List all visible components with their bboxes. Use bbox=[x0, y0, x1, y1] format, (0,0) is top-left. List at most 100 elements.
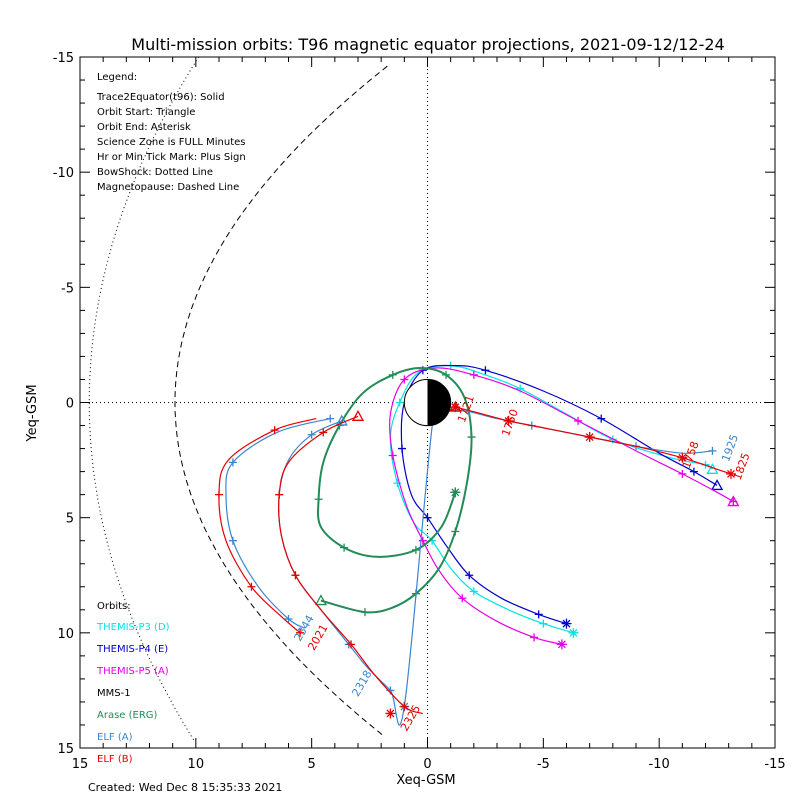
tick-mark bbox=[319, 428, 328, 437]
legend-line: BowShock: Dotted Line bbox=[97, 167, 213, 178]
legend-line: Orbit End: Asterisk bbox=[97, 122, 191, 133]
y-tick-label: -10 bbox=[53, 166, 74, 181]
tick-mark bbox=[481, 366, 490, 375]
tick-mark bbox=[215, 490, 223, 499]
orbit-end-marker bbox=[584, 432, 595, 443]
orbit-end-marker bbox=[725, 468, 736, 479]
tick-mark bbox=[291, 571, 300, 580]
tick-mark bbox=[423, 513, 432, 522]
legend-line: Trace2Equator(t96): Solid bbox=[96, 92, 225, 103]
orbit-start-marker bbox=[335, 414, 348, 426]
legend-header: Legend: bbox=[97, 72, 137, 83]
time-label: 1758 bbox=[680, 440, 702, 471]
orbit-end-marker bbox=[450, 487, 461, 498]
orbit-end-marker bbox=[503, 415, 514, 426]
x-tick-label: 10 bbox=[188, 757, 205, 772]
orbits-header: Orbits: bbox=[97, 601, 131, 612]
tick-mark bbox=[326, 414, 335, 423]
tick-mark bbox=[442, 370, 451, 379]
tick-mark bbox=[465, 571, 474, 580]
time-label: 1721 bbox=[455, 393, 477, 424]
orbit-legend-entry: THEMIS-P3 (D) bbox=[96, 622, 170, 633]
orbit-series bbox=[215, 361, 740, 726]
legend-line: Orbit Start: Triangle bbox=[97, 107, 195, 118]
orbit-end-marker bbox=[385, 708, 396, 719]
tick-mark bbox=[418, 536, 427, 545]
y-tick-label: -15 bbox=[53, 51, 74, 66]
earth-nightside bbox=[427, 379, 451, 426]
orbit-end-marker bbox=[450, 402, 461, 413]
y-tick-label: 0 bbox=[66, 397, 74, 412]
tick-mark bbox=[400, 375, 409, 384]
tick-mark bbox=[534, 610, 543, 619]
orbit-legend-entry: THEMIS-P4 (E) bbox=[96, 644, 168, 655]
y-tick-label: 15 bbox=[57, 742, 74, 757]
earth-icon bbox=[403, 378, 452, 427]
orbit-end-marker bbox=[556, 639, 567, 650]
tick-mark bbox=[574, 416, 583, 425]
tick-mark bbox=[296, 628, 305, 637]
tick-mark bbox=[228, 458, 237, 467]
orbit-legend-entry: Arase (ERG) bbox=[97, 710, 158, 721]
tick-mark bbox=[393, 479, 402, 488]
created-footer: Created: Wed Dec 8 15:35:33 2021 bbox=[88, 781, 282, 794]
orbit-end-marker bbox=[561, 618, 572, 629]
tick-mark bbox=[398, 444, 407, 453]
tick-mark bbox=[388, 370, 397, 379]
tick-mark bbox=[275, 490, 284, 499]
tick-mark bbox=[411, 545, 420, 554]
time-label: 2318 bbox=[349, 668, 374, 699]
reference-lines bbox=[80, 56, 775, 748]
legend-line: Science Zone is FULL Minutes bbox=[97, 137, 246, 148]
tick-mark bbox=[539, 619, 548, 628]
tick-mark bbox=[340, 543, 349, 552]
orbit-end-marker bbox=[677, 452, 688, 463]
y-tick-label: 10 bbox=[57, 627, 74, 642]
orbit-start-marker bbox=[449, 400, 462, 412]
tick-mark bbox=[597, 414, 606, 423]
tick-mark bbox=[314, 495, 323, 504]
series-2 bbox=[388, 367, 740, 650]
tick-mark bbox=[270, 426, 279, 435]
x-tick-label: 15 bbox=[72, 757, 89, 772]
orbit-legend-entry: ELF (B) bbox=[97, 754, 133, 765]
tick-mark bbox=[360, 608, 369, 617]
tick-mark bbox=[678, 469, 687, 478]
x-tick-label: 0 bbox=[423, 757, 431, 772]
series-4 bbox=[314, 366, 476, 617]
x-tick-label: -10 bbox=[649, 757, 670, 772]
tick-mark bbox=[388, 451, 397, 460]
tick-mark bbox=[689, 467, 698, 476]
orbit-legend-entry: MMS-1 bbox=[97, 688, 131, 699]
tick-mark bbox=[469, 587, 478, 596]
orbit-line bbox=[388, 367, 734, 645]
x-tick-label: -5 bbox=[537, 757, 550, 772]
tick-mark bbox=[347, 640, 356, 649]
tick-mark bbox=[307, 430, 316, 439]
tick-mark bbox=[451, 527, 460, 536]
x-tick-label: 5 bbox=[308, 757, 316, 772]
x-tick-labels: 15 10 5 0 -5 -10 -15 bbox=[72, 757, 786, 772]
tick-mark bbox=[400, 702, 409, 711]
magnetopause-line bbox=[174, 65, 388, 737]
tick-mark bbox=[228, 536, 237, 545]
orbit-line bbox=[317, 366, 473, 614]
tick-mark bbox=[530, 633, 539, 642]
y-tick-label: -5 bbox=[61, 281, 74, 296]
tick-mark bbox=[458, 594, 467, 603]
tick-mark bbox=[467, 433, 476, 442]
legend-line: Magnetopause: Dashed Line bbox=[97, 182, 239, 193]
legend: Legend: Trace2Equator(t96): Solid Orbit St… bbox=[96, 72, 246, 193]
tick-mark bbox=[395, 398, 404, 407]
tick-mark bbox=[284, 615, 293, 624]
orbit-start-marker bbox=[351, 409, 365, 421]
orbit-start-marker bbox=[727, 495, 740, 507]
orbit-end-marker bbox=[568, 627, 579, 638]
orbits-legend: Orbits: THEMIS-P3 (D) THEMIS-P4 (E) THEMIS-… bbox=[96, 601, 170, 765]
y-tick-labels: -15 -10 -5 0 5 10 15 bbox=[53, 51, 74, 757]
orbit-legend-entry: ELF (A) bbox=[97, 732, 133, 743]
orbit-legend-entry: THEMIS-P5 (A) bbox=[96, 666, 169, 677]
y-tick-label: 5 bbox=[66, 512, 74, 527]
